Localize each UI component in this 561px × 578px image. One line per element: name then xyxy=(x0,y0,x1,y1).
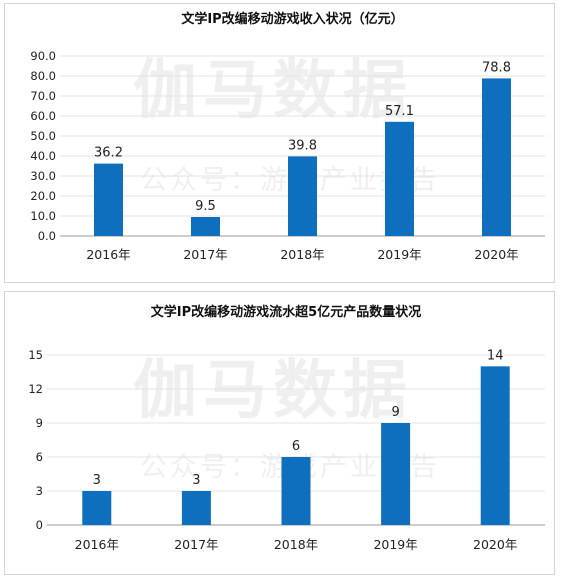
bar xyxy=(482,78,511,237)
bar xyxy=(181,491,211,525)
y-tick-label: 90.0 xyxy=(30,49,56,63)
y-tick-label: 40.0 xyxy=(30,149,56,163)
bar xyxy=(480,366,510,525)
chart-title: 文学IP改编移动游戏流水超5亿元产品数量状况 xyxy=(151,304,421,320)
x-tick-label: 2019年 xyxy=(377,247,421,262)
x-tick-label: 2018年 xyxy=(274,537,318,552)
x-tick-label: 2019年 xyxy=(373,537,417,552)
y-tick-label: 6 xyxy=(36,450,43,464)
bar xyxy=(381,423,411,525)
y-tick-label: 50.0 xyxy=(30,129,56,143)
x-tick-label: 2020年 xyxy=(474,247,518,262)
y-tick-label: 0.0 xyxy=(38,229,56,243)
data-label: 14 xyxy=(487,348,504,363)
product-count-chart-panel: 伽马数据公众号：游戏产业报告文学IP改编移动游戏流水超5亿元产品数量状况0369… xyxy=(4,291,555,575)
data-label: 78.8 xyxy=(482,60,511,75)
x-tick-label: 2016年 xyxy=(75,537,119,552)
watermark-logo: 伽马数据 xyxy=(133,54,413,128)
chart-title: 文学IP改编移动游戏收入状况（亿元） xyxy=(181,11,403,27)
product-count-chart: 伽马数据公众号：游戏产业报告文学IP改编移动游戏流水超5亿元产品数量状况0369… xyxy=(28,304,545,552)
x-tick-label: 2020年 xyxy=(473,537,517,552)
data-label: 57.1 xyxy=(385,104,414,119)
y-tick-label: 60.0 xyxy=(30,109,56,123)
y-tick-label: 20.0 xyxy=(30,189,56,203)
bar xyxy=(288,156,317,236)
data-label: 3 xyxy=(192,473,200,488)
x-tick-label: 2018年 xyxy=(280,247,324,262)
x-tick-label: 2017年 xyxy=(183,247,227,262)
y-tick-label: 10.0 xyxy=(30,209,56,223)
y-tick-label: 70.0 xyxy=(30,89,56,103)
bar xyxy=(94,163,123,236)
y-tick-label: 30.0 xyxy=(30,169,56,183)
data-label: 9 xyxy=(391,405,399,420)
y-tick-label: 0 xyxy=(36,518,43,532)
bar xyxy=(191,217,220,236)
y-tick-label: 80.0 xyxy=(30,69,56,83)
revenue-chart: 伽马数据公众号：游戏产业报告文学IP改编移动游戏收入状况（亿元）0.010.02… xyxy=(30,11,545,262)
data-label: 39.8 xyxy=(288,138,317,153)
data-label: 9.5 xyxy=(195,199,216,214)
bar xyxy=(82,491,112,525)
bar xyxy=(281,457,311,525)
y-tick-label: 3 xyxy=(36,484,43,498)
y-tick-label: 15 xyxy=(28,348,43,362)
y-tick-label: 12 xyxy=(28,382,43,396)
data-label: 6 xyxy=(292,439,300,454)
y-tick-label: 9 xyxy=(36,416,43,430)
watermark-logo: 伽马数据 xyxy=(133,354,413,428)
data-label: 3 xyxy=(93,473,101,488)
revenue-chart-panel: 伽马数据公众号：游戏产业报告文学IP改编移动游戏收入状况（亿元）0.010.02… xyxy=(4,3,555,283)
x-tick-label: 2016年 xyxy=(86,247,130,262)
bar xyxy=(385,121,414,236)
x-tick-label: 2017年 xyxy=(174,537,218,552)
data-label: 36.2 xyxy=(94,146,123,161)
